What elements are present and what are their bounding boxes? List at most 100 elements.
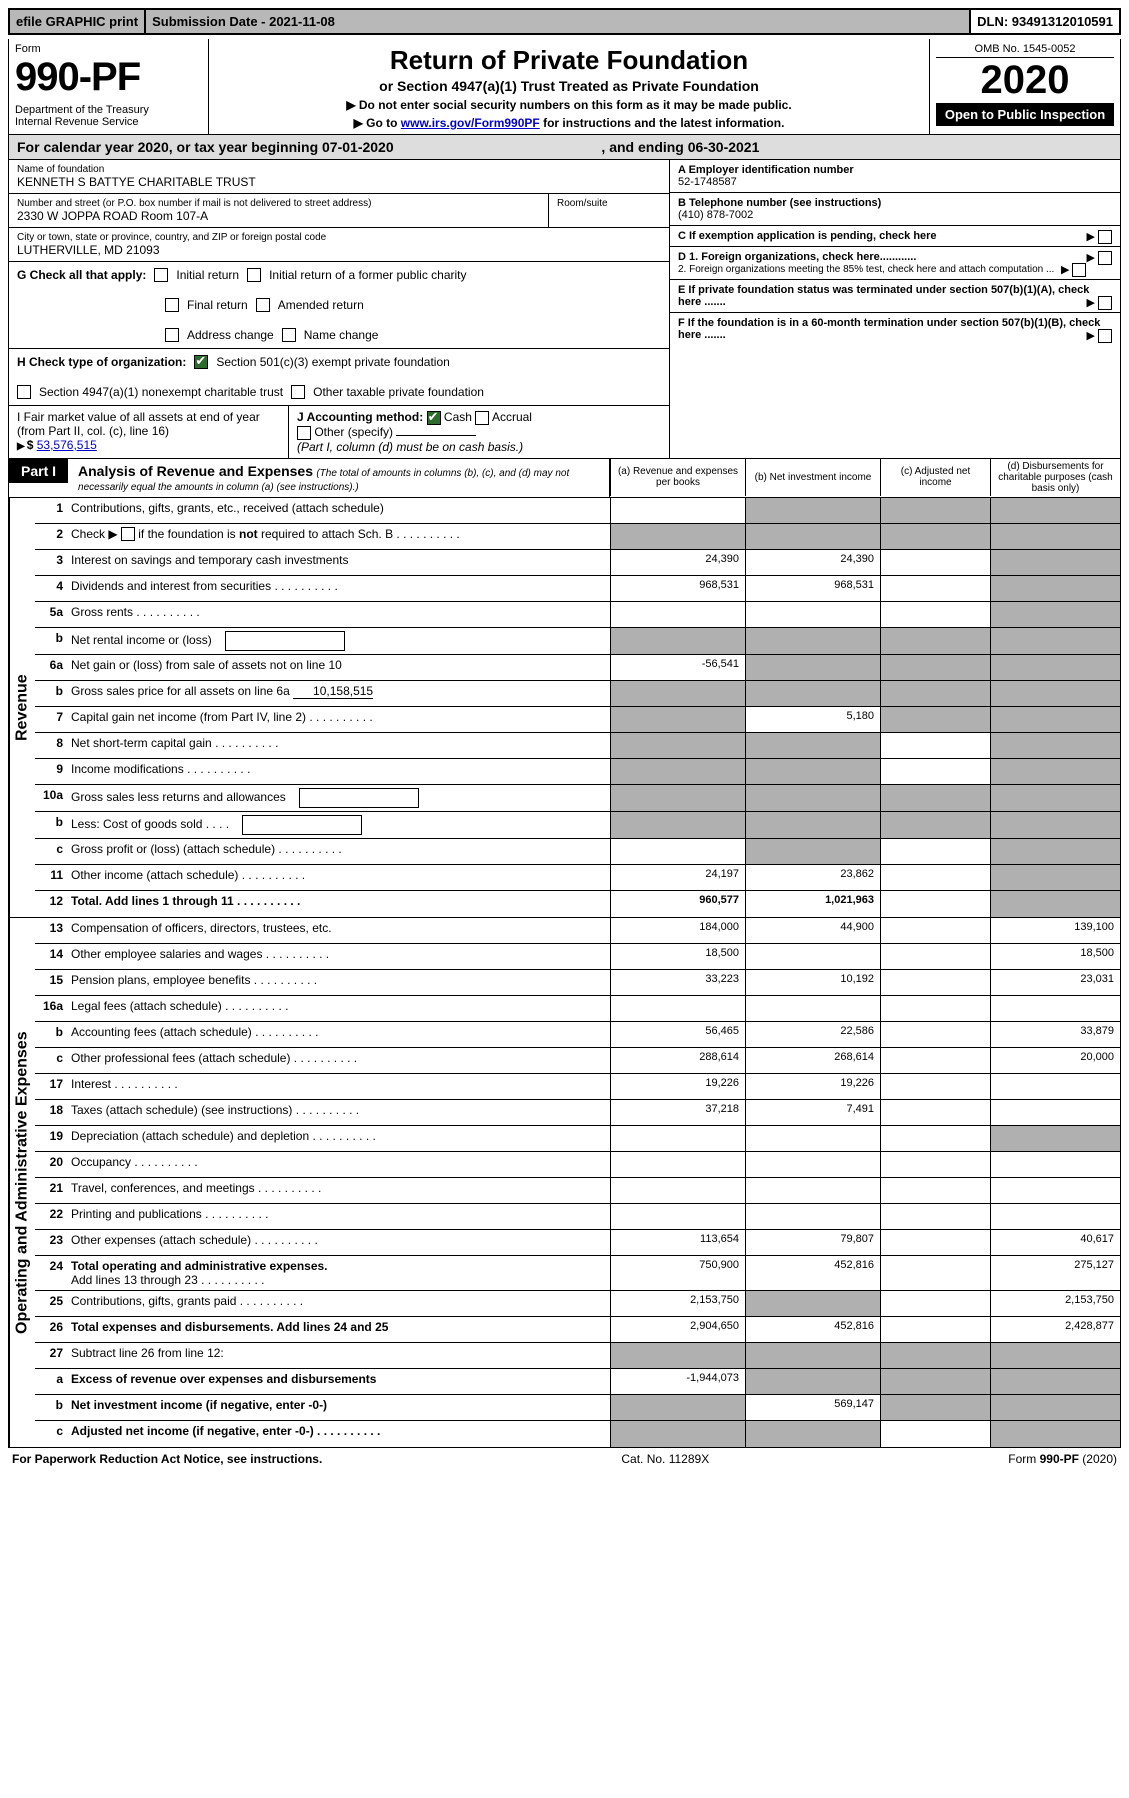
cell-b [745, 628, 880, 654]
f-checkbox[interactable] [1098, 329, 1112, 343]
i-label: I Fair market value of all assets at end… [17, 410, 260, 438]
cell-b [745, 996, 880, 1021]
inline-input[interactable] [225, 631, 345, 651]
irs-link[interactable]: www.irs.gov/Form990PF [401, 116, 540, 130]
row-label: Net short-term capital gain [69, 733, 610, 758]
cell-d [990, 785, 1120, 811]
cell-b: 10,192 [745, 970, 880, 995]
ein-value: 52-1748587 [678, 176, 737, 188]
cell-a [610, 1204, 745, 1229]
row-label: Legal fees (attach schedule) [69, 996, 610, 1021]
fmv-link[interactable]: 53,576,515 [37, 438, 97, 452]
cell-d [990, 1369, 1120, 1394]
row-num: 20 [35, 1152, 69, 1177]
amended-return-checkbox[interactable] [256, 298, 270, 312]
revenue-side-label: Revenue [9, 498, 35, 917]
cell-a: -1,944,073 [610, 1369, 745, 1394]
row-num: 24 [35, 1256, 69, 1290]
cell-c [880, 1256, 990, 1290]
cell-d: 275,127 [990, 1256, 1120, 1290]
d1-checkbox[interactable] [1098, 251, 1112, 265]
cell-b: 24,390 [745, 550, 880, 575]
cell-c [880, 1421, 990, 1447]
d1-label: D 1. Foreign organizations, check here..… [678, 251, 916, 263]
cell-a [610, 996, 745, 1021]
inline-input[interactable] [299, 788, 419, 808]
cash-checkbox[interactable] [427, 411, 441, 425]
cell-a: 113,654 [610, 1230, 745, 1255]
j-note: (Part I, column (d) must be on cash basi… [297, 440, 523, 454]
row-11: 11Other income (attach schedule) 24,1972… [35, 865, 1120, 891]
cell-c [880, 707, 990, 732]
cell-d [990, 996, 1120, 1021]
row-10a: 10aGross sales less returns and allowanc… [35, 785, 1120, 812]
cell-b: 569,147 [745, 1395, 880, 1420]
row-label: Subtract line 26 from line 12: [69, 1343, 610, 1368]
other-method-checkbox[interactable] [297, 426, 311, 440]
cell-b: 79,807 [745, 1230, 880, 1255]
cell-c [880, 918, 990, 943]
header-right: OMB No. 1545-0052 2020 Open to Public In… [930, 39, 1120, 134]
row-6a: 6aNet gain or (loss) from sale of assets… [35, 655, 1120, 681]
calendar-year-bar: For calendar year 2020, or tax year begi… [8, 135, 1121, 160]
row-5a: 5aGross rents [35, 602, 1120, 628]
row-label: Gross sales price for all assets on line… [69, 681, 610, 706]
initial-public-checkbox[interactable] [247, 268, 261, 282]
revenue-section: Revenue 1 Contributions, gifts, grants, … [8, 498, 1121, 918]
row-27: 27Subtract line 26 from line 12: [35, 1343, 1120, 1369]
final-return-checkbox[interactable] [165, 298, 179, 312]
info-right: A Employer identification number 52-1748… [669, 160, 1120, 458]
row-num: c [35, 1048, 69, 1073]
e-label: E If private foundation status was termi… [678, 284, 1089, 308]
row-label: Net gain or (loss) from sale of assets n… [69, 655, 610, 680]
cell-d [990, 733, 1120, 758]
e-checkbox[interactable] [1098, 296, 1112, 310]
501c3-checkbox[interactable] [194, 355, 208, 369]
part1-header: Part I Analysis of Revenue and Expenses … [8, 459, 1121, 498]
row-1: 1 Contributions, gifts, grants, etc., re… [35, 498, 1120, 524]
cell-a: -56,541 [610, 655, 745, 680]
cell-c [880, 628, 990, 654]
name-change-checkbox[interactable] [282, 328, 296, 342]
c-checkbox[interactable] [1098, 230, 1112, 244]
cell-d [990, 1126, 1120, 1151]
j-accrual: Accrual [492, 410, 532, 424]
cell-b [745, 1126, 880, 1151]
initial-return-checkbox[interactable] [154, 268, 168, 282]
row-num: b [35, 628, 69, 654]
cell-a: 33,223 [610, 970, 745, 995]
inline-input[interactable] [242, 815, 362, 835]
row-10c: cGross profit or (loss) (attach schedule… [35, 839, 1120, 865]
cat-number: Cat. No. 11289X [621, 1452, 709, 1466]
cell-c [880, 1230, 990, 1255]
ssn-warning: ▶ Do not enter social security numbers o… [221, 98, 917, 112]
row-5b: bNet rental income or (loss) [35, 628, 1120, 655]
row-num: 16a [35, 996, 69, 1021]
cell-d [990, 1100, 1120, 1125]
row-27c: cAdjusted net income (if negative, enter… [35, 1421, 1120, 1447]
row-label: Gross sales less returns and allowances [69, 785, 610, 811]
info-left: Name of foundation KENNETH S BATTYE CHAR… [9, 160, 669, 458]
accrual-checkbox[interactable] [475, 411, 489, 425]
4947a1-checkbox[interactable] [17, 385, 31, 399]
i-cell: I Fair market value of all assets at end… [9, 406, 289, 458]
row-26: 26Total expenses and disbursements. Add … [35, 1317, 1120, 1343]
row-num: 1 [35, 498, 69, 523]
g-opt-5: Name change [304, 328, 379, 342]
row-num: c [35, 1421, 69, 1447]
cell-b [745, 602, 880, 627]
cell-b [745, 498, 880, 523]
other-taxable-checkbox[interactable] [291, 385, 305, 399]
expenses-section: Operating and Administrative Expenses 13… [8, 918, 1121, 1448]
form-number: 990-PF [15, 55, 202, 100]
address-change-checkbox[interactable] [165, 328, 179, 342]
efile-print-button[interactable]: efile GRAPHIC print [10, 10, 146, 33]
row-num: 2 [35, 524, 69, 549]
d2-checkbox[interactable] [1072, 263, 1086, 277]
cell-a [610, 759, 745, 784]
row-num: b [35, 1022, 69, 1047]
schb-checkbox[interactable] [121, 527, 135, 541]
row-label: Travel, conferences, and meetings [69, 1178, 610, 1203]
cell-c [880, 524, 990, 549]
foundation-name: KENNETH S BATTYE CHARITABLE TRUST [17, 175, 661, 189]
